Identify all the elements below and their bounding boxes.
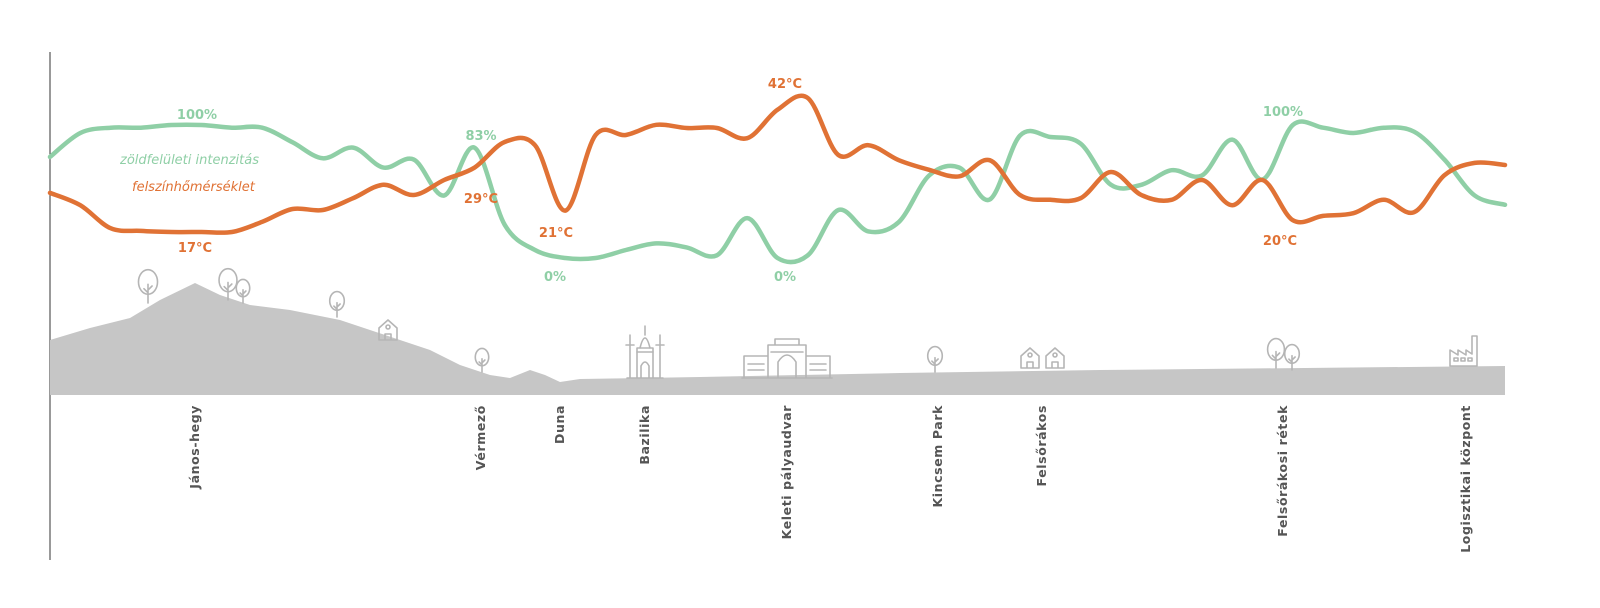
tree-icon <box>218 267 238 301</box>
place-label: János-hegy <box>187 405 202 490</box>
data-label: 83% <box>465 129 496 144</box>
data-label: 20°C <box>1263 234 1297 249</box>
place-label: Logisztikai központ <box>1458 405 1473 553</box>
tree-icon <box>1266 337 1286 369</box>
tree-icon <box>235 278 251 304</box>
tree-icon <box>137 268 159 304</box>
place-label: Bazilika <box>637 405 652 465</box>
data-label: 17°C <box>178 241 212 256</box>
terrain-silhouette <box>50 283 1505 395</box>
place-label: Felsőrákosi rétek <box>1275 405 1290 537</box>
place-label: Vérmező <box>473 405 488 470</box>
legend-green-intensity: zöldfelületi intenzitás <box>119 153 259 168</box>
data-label: 100% <box>177 108 217 123</box>
data-label: 42°C <box>768 77 802 92</box>
data-label: 0% <box>774 270 796 285</box>
tree-icon <box>1045 347 1065 369</box>
houses-icon <box>1020 347 1040 369</box>
basilica-icon <box>625 325 665 379</box>
tree-icon <box>328 290 346 318</box>
legend-temperature: felszínhőmérséklet <box>132 180 256 195</box>
data-label: 29°C <box>464 192 498 207</box>
railway-station-icon <box>741 338 833 379</box>
tree-icon <box>926 345 944 373</box>
data-label: 100% <box>1263 105 1303 120</box>
tree-icon <box>474 347 490 373</box>
place-label: Kincsem Park <box>930 405 945 508</box>
data-label: 21°C <box>539 226 573 241</box>
place-label: Keleti pályaudvar <box>779 405 794 540</box>
house-icon <box>378 319 398 341</box>
undefined <box>1449 335 1478 367</box>
factory-icon <box>1283 343 1301 371</box>
place-label: Felsőrákos <box>1034 405 1049 486</box>
place-label: Duna <box>552 405 567 444</box>
series-line-temperature <box>47 93 1508 235</box>
data-label: 0% <box>544 270 566 285</box>
